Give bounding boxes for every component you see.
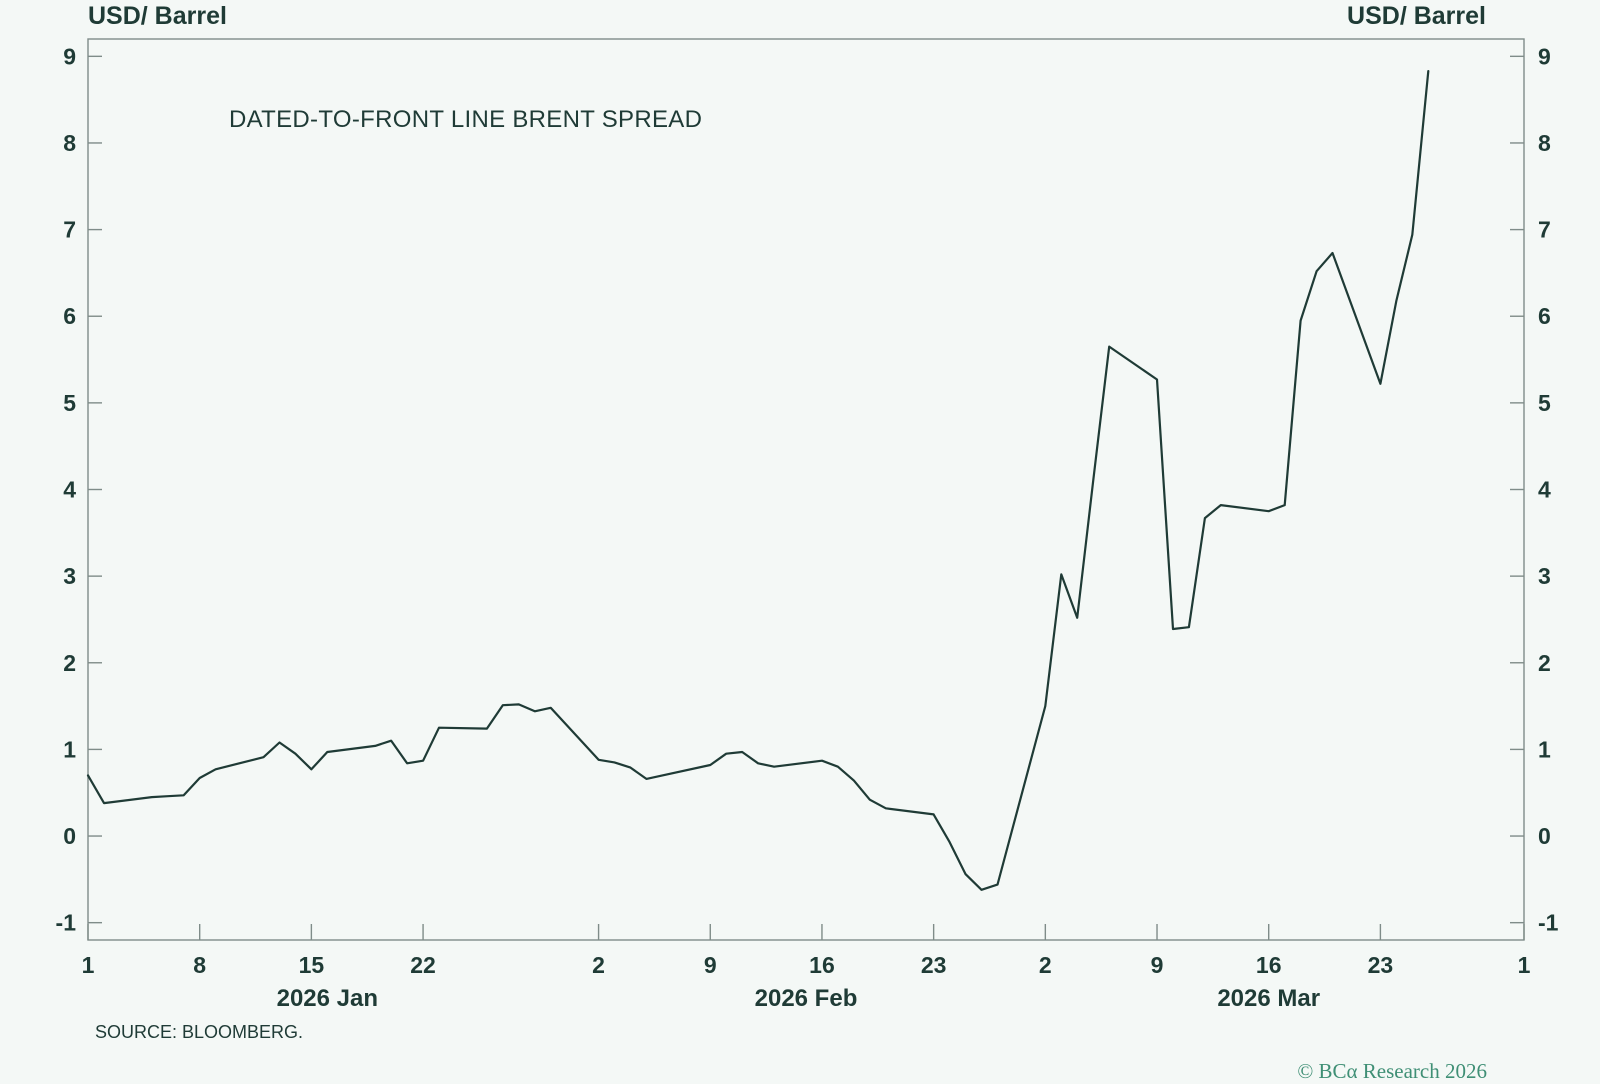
y-tick-label-right: 5	[1538, 390, 1551, 416]
x-tick-label: 16	[809, 952, 835, 978]
y-tick-label-right: 1	[1538, 736, 1551, 762]
y-tick-label-left: 6	[63, 303, 76, 329]
x-tick-label: 1	[82, 952, 95, 978]
y-tick-label-right: 3	[1538, 563, 1551, 589]
x-tick-label: 16	[1256, 952, 1282, 978]
x-tick-label: 23	[1368, 952, 1394, 978]
chart-title: DATED-TO-FRONT LINE BRENT SPREAD	[229, 106, 702, 133]
y-tick-label-right: 2	[1538, 650, 1551, 676]
x-tick-label: 9	[1151, 952, 1164, 978]
x-month-label: 2026 Jan	[277, 985, 378, 1012]
x-month-label: 2026 Mar	[1217, 985, 1320, 1012]
x-tick-label: 22	[410, 952, 436, 978]
y-axis-unit-left: USD/ Barrel	[88, 2, 227, 30]
ticks-layer: -1 -10 01 12 23 34 45 56 67 78 89 91 8 15 22 2 9 16 23 2 9 16…	[56, 43, 1559, 1012]
x-tick-label: 1	[1518, 952, 1531, 978]
x-tick-label: 8	[193, 952, 206, 978]
y-axis-unit-right: USD/ Barrel	[1347, 2, 1486, 30]
x-month-label: 2026 Feb	[755, 985, 858, 1012]
x-tick-label: 23	[921, 952, 947, 978]
y-tick-label-right: 8	[1538, 130, 1551, 156]
source-note: SOURCE: BLOOMBERG.	[95, 1022, 304, 1042]
y-tick-label-left: 0	[63, 823, 76, 849]
y-tick-label-left: -1	[56, 910, 77, 936]
y-tick-label-right: 6	[1538, 303, 1551, 329]
x-tick-label: 15	[299, 952, 325, 978]
y-tick-label-left: 2	[63, 650, 76, 676]
y-tick-label-left: 5	[63, 390, 76, 416]
y-tick-label-left: 4	[63, 477, 76, 503]
x-tick-label: 9	[704, 952, 717, 978]
y-tick-label-right: 9	[1538, 43, 1551, 69]
y-tick-label-right: 4	[1538, 477, 1551, 503]
y-tick-label-left: 9	[63, 43, 76, 69]
y-tick-label-right: 7	[1538, 217, 1551, 243]
y-tick-label-left: 3	[63, 563, 76, 589]
x-tick-label: 2	[1039, 952, 1052, 978]
x-tick-label: 2	[592, 952, 605, 978]
y-tick-label-left: 8	[63, 130, 76, 156]
y-tick-label-left: 1	[63, 736, 76, 762]
series-line	[86, 69, 1430, 891]
y-tick-label-right: 0	[1538, 823, 1551, 849]
copyright-note: © BCα Research 2026	[1297, 1059, 1487, 1083]
plot-frame	[87, 38, 1525, 941]
y-tick-label-left: 7	[63, 217, 76, 243]
y-tick-label-right: -1	[1538, 910, 1559, 936]
